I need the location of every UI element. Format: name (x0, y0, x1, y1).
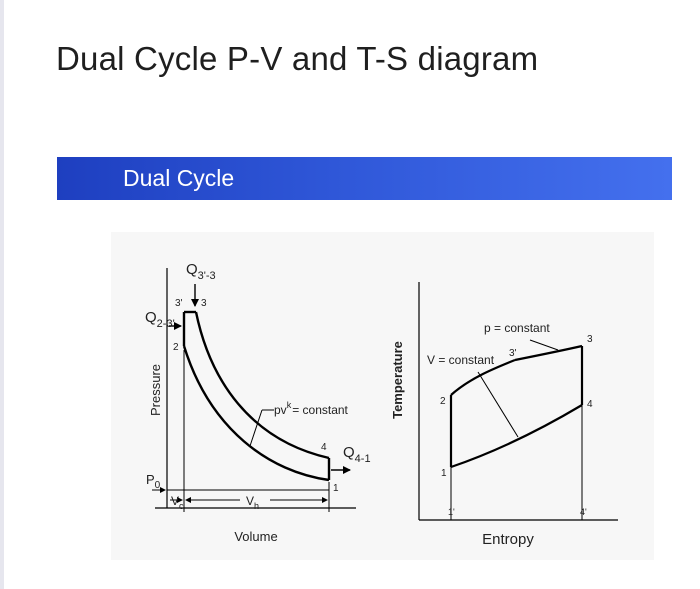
left-edge-rule (0, 0, 4, 589)
v-constant-leader (477, 371, 519, 438)
pv-compression-curve (182, 345, 330, 482)
ts-heat-rejection-curve (450, 404, 583, 469)
ts-point-1: 1 (441, 468, 447, 479)
v-constant-label: V = constant (427, 353, 495, 367)
ts-point-3: 3 (587, 334, 593, 345)
banner-title: Dual Cycle (123, 165, 235, 191)
section-banner: Dual Cycle (57, 157, 672, 200)
ts-x-label: Entropy (482, 531, 534, 548)
p-constant-leader (529, 339, 559, 351)
pv-point-2: 2 (173, 342, 179, 353)
pv-point-3prime: 3' (175, 298, 183, 309)
p-constant-label: p = constant (484, 321, 550, 335)
heat-in-const-v-label: Q2-3' (145, 309, 175, 330)
ts-const-pressure-curve (514, 344, 583, 362)
figure-panel (111, 232, 654, 560)
isentrope-label: pvk= constant (274, 400, 349, 417)
ts-point-4: 4 (587, 399, 593, 410)
heat-out-label: Q4-1 (343, 444, 371, 465)
page-title: Dual Cycle P-V and T-S diagram (56, 40, 539, 77)
pv-x-label: Volume (234, 529, 277, 544)
ts-point-2: 2 (440, 396, 446, 407)
ts-point-1prime: 1' (448, 507, 455, 517)
pv-y-label: Pressure (148, 364, 163, 416)
p0-label: P0 (146, 472, 161, 491)
isentrope-leader (249, 409, 263, 447)
ts-point-4prime: 4' (580, 507, 587, 517)
pv-point-1: 1 (333, 483, 339, 494)
ts-y-label: Temperature (390, 341, 405, 419)
pv-diagram: Pressure Volume Q3'-3 Q2-3' Q4-1 3' 3 2 … (145, 261, 371, 544)
pv-expansion-curve (194, 311, 330, 460)
ts-diagram: Temperature Entropy p = constant V = con… (390, 282, 618, 548)
heat-in-const-p-label: Q3'-3 (186, 261, 216, 282)
vh-label: Vh (246, 494, 259, 511)
pv-point-4: 4 (321, 442, 327, 453)
vc-label: Vc (171, 494, 184, 511)
ts-const-volume-curve (450, 358, 516, 396)
ts-point-3prime: 3' (509, 348, 517, 359)
pv-point-3: 3 (201, 298, 207, 309)
